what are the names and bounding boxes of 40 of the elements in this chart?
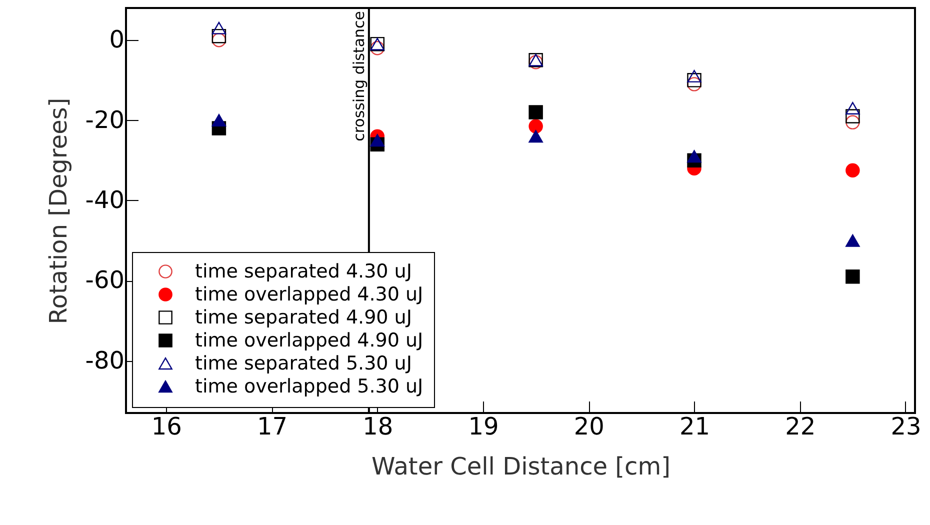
legend-label: time separated 4.90 uJ — [195, 306, 412, 328]
x-tick-label: 17 — [256, 412, 288, 440]
legend-label: time overlapped 4.90 uJ — [195, 330, 424, 352]
point — [212, 22, 226, 34]
point — [846, 163, 860, 178]
legend-label: time separated 4.30 uJ — [195, 260, 412, 282]
legend-label: time separated 5.30 uJ — [195, 352, 412, 374]
point — [846, 102, 860, 114]
point — [528, 105, 543, 120]
point — [212, 28, 226, 44]
legend-label: time overlapped 4.30 uJ — [195, 284, 424, 306]
point — [846, 115, 860, 130]
point — [846, 109, 860, 124]
point — [370, 134, 384, 147]
x-tick-label: 22 — [785, 412, 816, 440]
legend-label: time overlapped 5.30 uJ — [195, 376, 424, 398]
point — [846, 234, 860, 247]
point — [212, 32, 226, 48]
x-tick-label: 19 — [468, 412, 499, 440]
y-tick-label: -20 — [85, 106, 124, 134]
point — [846, 270, 860, 284]
point — [687, 70, 702, 82]
point — [687, 73, 702, 88]
point — [528, 130, 543, 143]
y-tick-label: 0 — [109, 26, 124, 54]
x-tick-label: 20 — [574, 412, 604, 440]
point — [370, 40, 384, 56]
x-tick-label: 16 — [151, 412, 182, 440]
point — [528, 119, 543, 134]
x-tick-label: 21 — [679, 412, 710, 440]
y-tick-label: -80 — [85, 346, 124, 374]
x-tick-label: 18 — [362, 412, 394, 440]
ref-line-label: crossing distance — [350, 11, 368, 142]
y-tick-label: -60 — [85, 266, 124, 294]
x-tick-label: 23 — [890, 412, 922, 440]
y-tick-label: -40 — [85, 186, 124, 214]
point — [687, 150, 702, 163]
x-axis-title: Water Cell Distance [cm] — [372, 452, 670, 480]
y-axis-title: Rotation [Degrees] — [44, 98, 72, 324]
point — [212, 114, 226, 127]
